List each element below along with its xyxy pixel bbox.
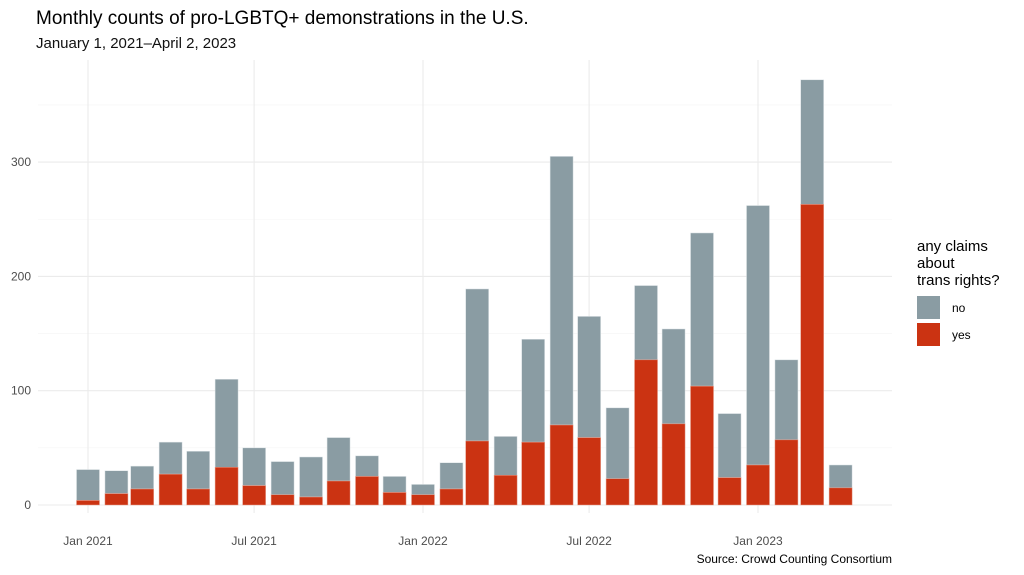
bar-segment-no [577,316,601,438]
legend-title-line: any claims [917,238,988,255]
x-axis: Jan 2021 Jul 2021 Jan 2022 Jul 2022 Jan 2023 [63,534,783,548]
bar-segment-no [411,484,435,495]
x-tick-label: Jan 2023 [733,534,783,548]
chart-caption: Source: Crowd Counting Consortium [696,552,892,566]
bar-segment-no [549,156,574,426]
bar-segment-no [661,328,686,425]
bar-segment-yes [800,204,824,506]
bar-segment-yes [158,473,183,506]
y-tick-label: 0 [24,498,31,512]
bar-segment-yes [690,385,714,506]
legend-title-line: trans rights? [917,272,1000,289]
bar-segment-no [158,441,183,475]
legend-item-no: no [917,295,1024,320]
legend-item-yes: yes [917,322,1024,347]
y-tick-label: 100 [11,384,31,398]
bar-segment-yes [521,441,545,506]
bar-segment-no [605,407,630,479]
bar-segment-no [634,285,658,361]
bar-segment-no [355,455,379,477]
bar-segment-yes [326,480,351,506]
bar-segment-no [465,288,489,442]
bar-segment-yes [634,359,658,506]
chart-title: Monthly counts of pro-LGBTQ+ demonstrati… [36,8,529,29]
bar-segment-yes [355,476,379,506]
bar-segment-no [242,447,266,486]
bar-segment-no [130,465,154,490]
chart-subtitle: January 1, 2021–April 2, 2023 [36,35,237,52]
bar-segment-yes [104,493,129,506]
bar-segment-yes [270,494,295,506]
bar-segment-no [690,232,714,387]
bar-segment-no [382,476,407,493]
bar-segment-yes [828,487,853,506]
x-tick-label: Jan 2021 [63,534,113,548]
bar-segment-yes [717,477,742,506]
bar-segment-no [326,437,351,482]
y-tick-label: 300 [11,155,31,169]
bars [76,79,853,506]
bar-segment-yes [746,464,770,506]
bar-segment-no [76,469,100,501]
bar-segment-yes [214,467,239,506]
bar-segment-yes [76,500,100,506]
legend: any claims about trans rights? no yes [917,238,1024,347]
x-tick-label: Jul 2021 [231,534,277,548]
bar-segment-no [828,464,853,489]
bar-segment-no [800,79,824,205]
bar-segment-yes [439,488,464,506]
bar-segment-no [493,436,518,476]
bar-segment-yes [493,475,518,506]
bar-segment-yes [382,492,407,506]
legend-swatch-no [917,296,940,319]
legend-label-no: no [952,300,966,315]
bar-segment-yes [549,424,574,506]
bar-segment-yes [465,440,489,506]
bar-segment-no [439,462,464,490]
bar-segment-no [214,379,239,468]
bar-segment-no [717,413,742,478]
x-tick-label: Jan 2022 [398,534,448,548]
legend-label-yes: yes [952,327,971,342]
legend-title: any claims about trans rights? [917,238,1024,289]
x-tick-label: Jul 2022 [566,534,612,548]
bar-segment-yes [661,423,686,506]
bar-segment-yes [774,439,799,506]
y-axis: 0 100 200 300 [11,155,31,512]
bar-segment-yes [130,488,154,506]
bar-segment-yes [577,437,601,506]
legend-title-line: about [917,255,955,272]
bar-segment-no [299,456,323,498]
bar-segment-no [104,470,129,494]
legend-swatch-yes [917,323,940,346]
y-tick-label: 200 [11,269,31,283]
bar-segment-no [774,359,799,441]
bar-segment-yes [242,485,266,506]
bar-segment-yes [605,478,630,506]
bar-segment-no [746,205,770,466]
bar-segment-no [521,339,545,443]
bar-segment-no [270,461,295,495]
bar-segment-yes [186,488,210,506]
bar-segment-yes [299,496,323,506]
bar-segment-no [186,451,210,490]
bar-segment-yes [411,494,435,506]
